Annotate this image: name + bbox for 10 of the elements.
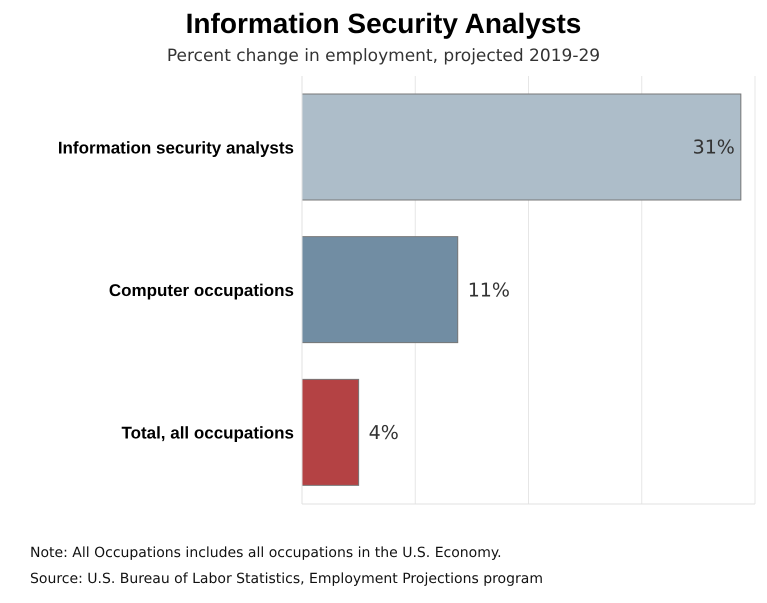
- chart-subtitle: Percent change in employment, projected 2019-29: [166, 46, 602, 66]
- data-label: 4%: [368, 422, 399, 444]
- data-label: 31%: [692, 136, 735, 159]
- y-tick-label: Computer occupations: [108, 281, 294, 300]
- source-note: Source: U.S. Bureau of Labor Statistics, Employment Projections program: [30, 570, 544, 589]
- y-tick-label: Total, all occupations: [121, 424, 294, 443]
- text: Note: All Occupations includes all occupations in the U.S. Economy.: [30, 544, 503, 563]
- chart-title: Information Security Analysts: [184, 8, 582, 40]
- data-label: 11%: [468, 279, 510, 302]
- y-tick-label: Information security analysts: [58, 138, 294, 158]
